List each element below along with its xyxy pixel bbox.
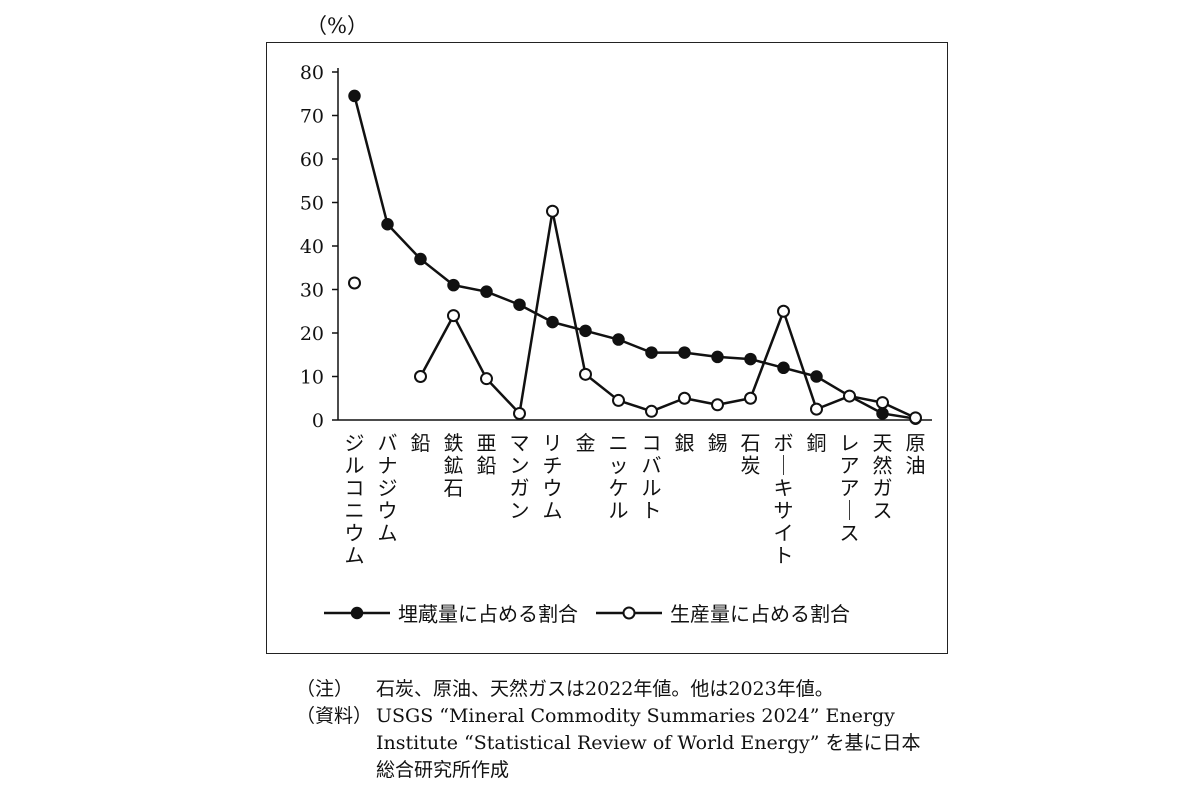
production-point — [810, 402, 823, 416]
x-category-label: 鉄鉱石 — [444, 431, 464, 500]
reserves-point — [645, 346, 658, 359]
reserves-point — [480, 285, 493, 298]
production-point — [447, 309, 460, 323]
source-row: （資料） USGS “Mineral Commodity Summaries 2… — [296, 703, 936, 784]
reserves-series-line — [353, 95, 916, 420]
production-point — [678, 391, 691, 405]
reserves-point — [612, 333, 625, 346]
production-point — [645, 404, 658, 418]
y-tick-label: 20 — [300, 323, 324, 345]
production-series-line — [419, 209, 917, 419]
x-category-label: 錫 — [708, 431, 728, 455]
chart-frame — [266, 42, 948, 654]
production-point — [777, 304, 790, 318]
x-category-label: 石炭 — [741, 431, 761, 478]
y-tick-label: 50 — [300, 193, 324, 215]
reserves-point — [447, 278, 460, 292]
legend-item-reserves: 埋蔵量に占める割合 — [322, 598, 578, 627]
legend-open-marker-icon — [596, 606, 662, 619]
note-text: 石炭、原油、天然ガスは2022年値。他は2023年値。 — [376, 678, 834, 700]
reserves-point — [711, 350, 724, 364]
reserves-point — [414, 252, 427, 266]
y-tick-label: 70 — [300, 106, 324, 128]
production-point — [348, 276, 361, 290]
reserves-point — [777, 361, 790, 375]
reserves-point — [381, 218, 394, 231]
reserves-point — [348, 89, 361, 103]
x-category-label: 原油 — [906, 431, 926, 478]
footnotes: （注） 石炭、原油、天然ガスは2022年値。他は2023年値。 （資料） USG… — [296, 676, 936, 784]
y-tick-label: 30 — [300, 280, 324, 302]
x-category-label: 天然ガス — [873, 431, 893, 523]
x-category-label: 銅 — [807, 431, 827, 455]
x-category-label: マンガン — [510, 431, 530, 523]
legend: 埋蔵量に占める割合 生産量に占める割合 — [322, 598, 866, 627]
x-category-label: バナジウム — [378, 431, 398, 545]
production-point — [414, 370, 427, 383]
x-category-label: 亜鉛 — [477, 431, 497, 478]
x-category-label: ジルコニウム — [345, 431, 365, 568]
production-point — [480, 372, 493, 386]
production-point — [744, 391, 757, 405]
y-tick-label: 0 — [312, 410, 324, 432]
production-point — [711, 398, 724, 412]
y-tick-label: 60 — [300, 149, 324, 171]
reserves-point — [546, 315, 559, 329]
reserves-point — [876, 407, 889, 420]
legend-item-production: 生産量に占める割合 — [594, 598, 850, 627]
x-category-label: コバルト — [642, 431, 662, 523]
y-tick-label: 40 — [300, 236, 324, 258]
reserves-point — [513, 298, 526, 311]
legend-filled-marker-icon — [324, 606, 390, 619]
production-point — [909, 411, 922, 425]
reserves-point — [579, 324, 592, 338]
x-category-label: 金 — [576, 431, 596, 455]
source-key: （資料） — [296, 705, 373, 727]
legend-label-production: 生産量に占める割合 — [670, 602, 850, 626]
x-category-label: リチウム — [543, 431, 563, 523]
note-row: （注） 石炭、原油、天然ガスは2022年値。他は2023年値。 — [296, 676, 936, 703]
x-category-label: ボ｜キサイト — [774, 431, 794, 568]
x-category-label: 銀 — [675, 431, 695, 455]
reserves-point — [810, 370, 823, 383]
legend-label-reserves: 埋蔵量に占める割合 — [398, 602, 578, 626]
x-category-label: ニッケル — [609, 431, 629, 523]
production-point — [546, 204, 559, 218]
x-category-label: 鉛 — [411, 431, 431, 455]
production-point — [513, 406, 526, 420]
reserves-point — [678, 346, 691, 359]
x-category-label: レアア｜ス — [840, 431, 860, 545]
production-point — [612, 393, 625, 407]
production-point — [843, 389, 856, 403]
production-point — [876, 396, 889, 410]
reserves-point — [744, 352, 757, 366]
source-text: USGS “Mineral Commodity Summaries 2024” … — [376, 705, 921, 781]
production-point — [579, 367, 592, 381]
note-key: （注） — [296, 678, 354, 700]
y-tick-label: 80 — [300, 62, 324, 84]
y-tick-label: 10 — [300, 367, 324, 389]
y-axis-unit-label: （%） — [306, 14, 368, 38]
